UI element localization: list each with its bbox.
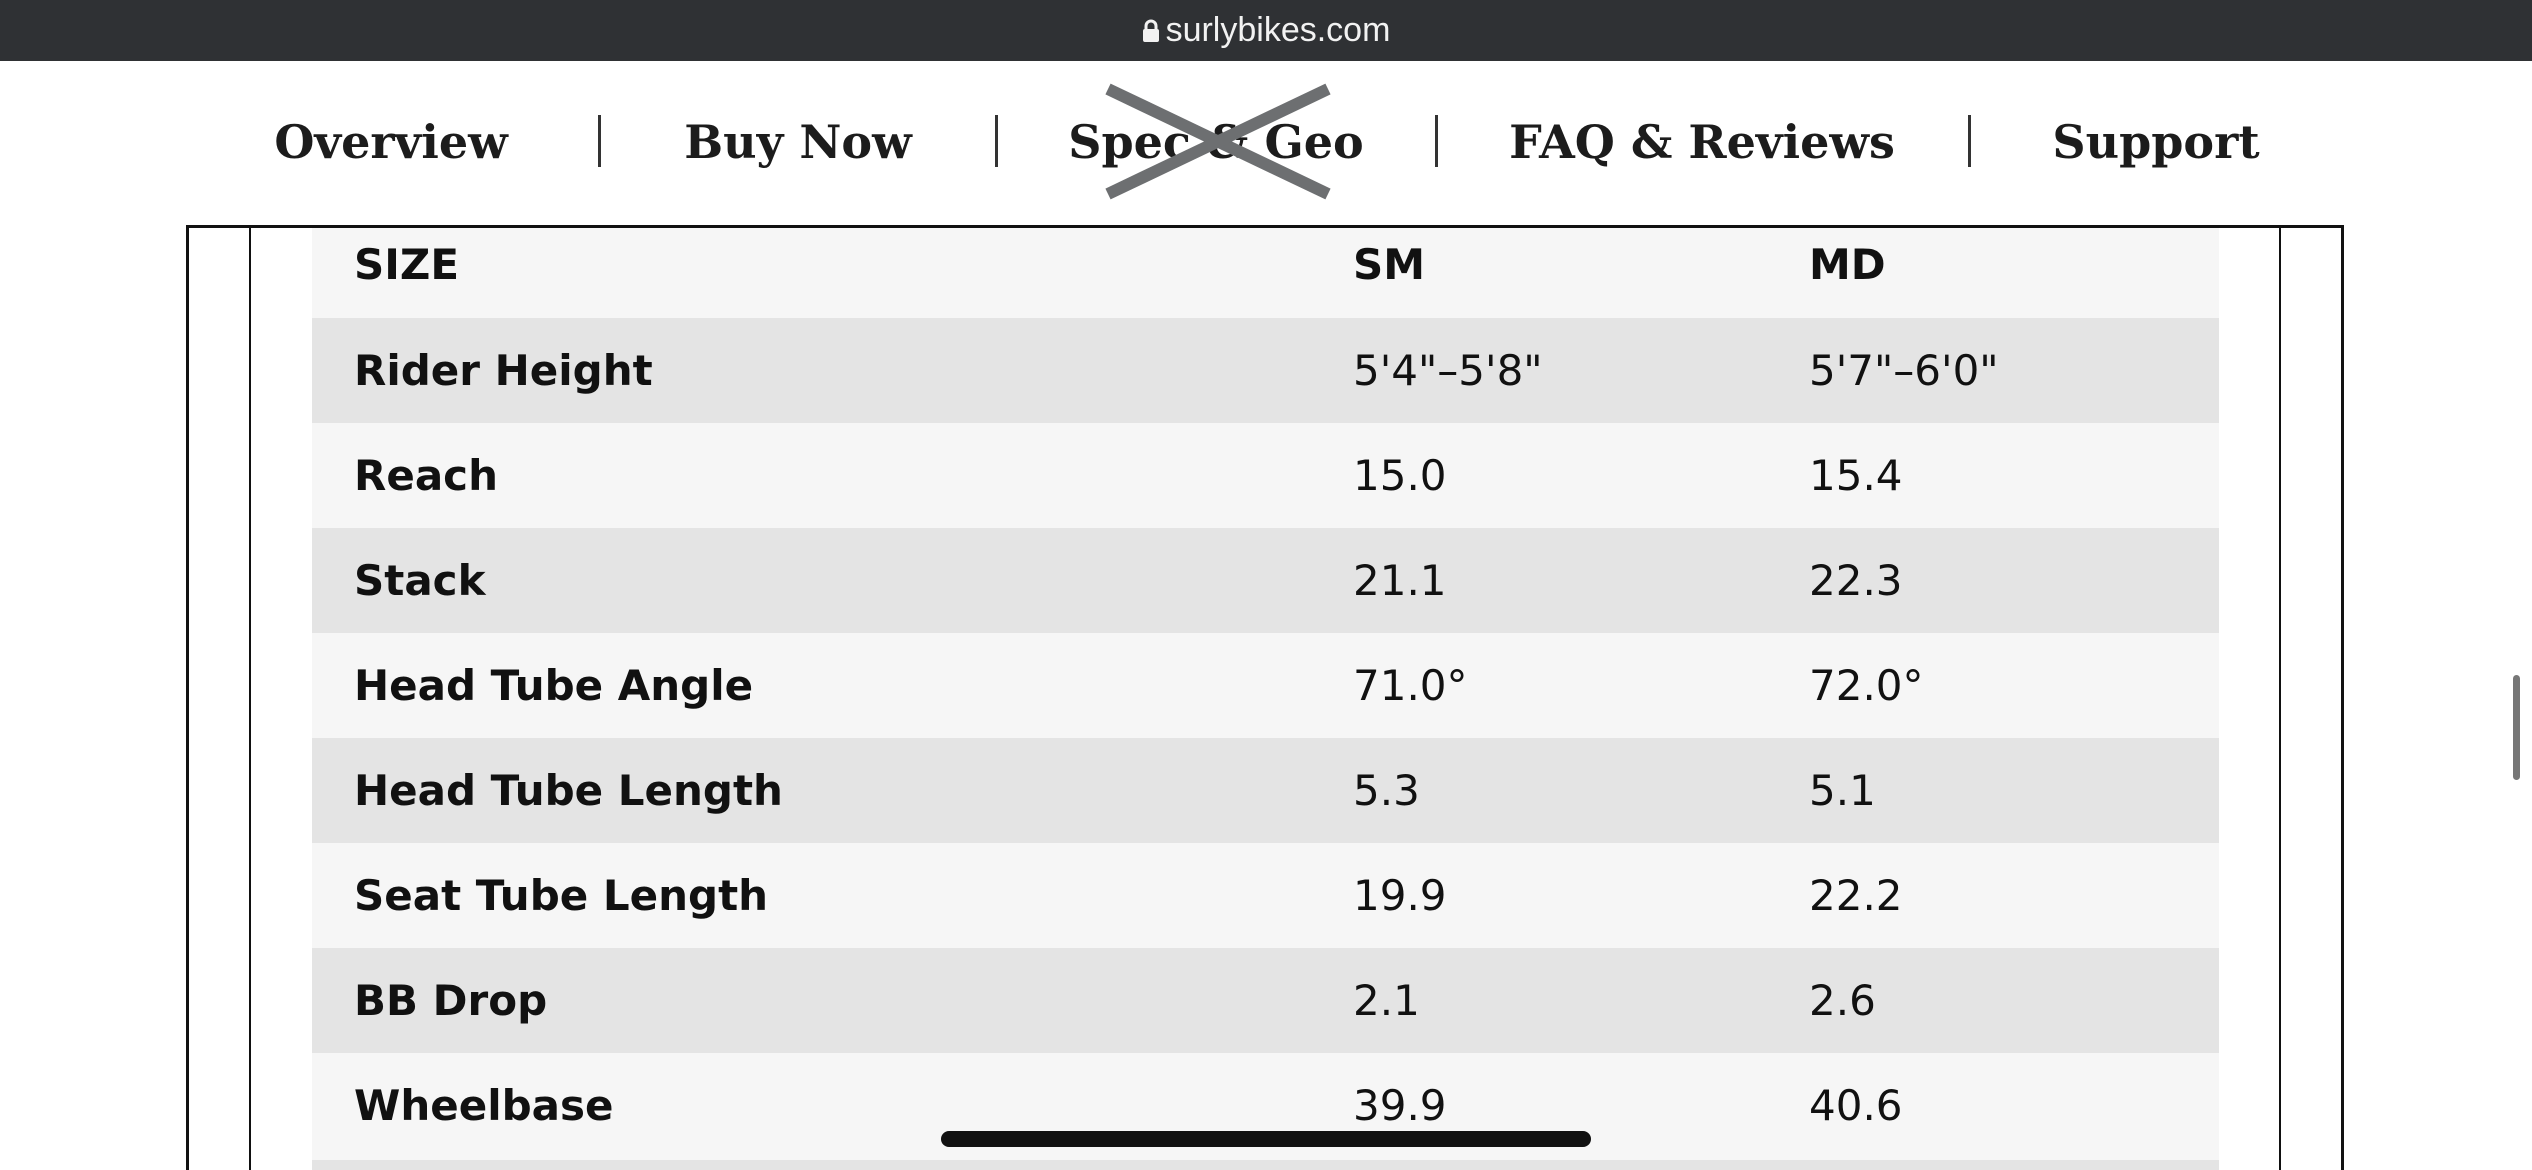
table-row bbox=[312, 948, 2219, 1053]
table-row bbox=[312, 528, 2219, 633]
browser-bar bbox=[0, 0, 2532, 61]
nav-link[interactable]: Overview bbox=[274, 115, 508, 169]
row-value: 5.3 bbox=[1353, 766, 1420, 815]
url-text: surlybikes.com bbox=[1165, 11, 1391, 49]
row-value: 40.6 bbox=[1809, 1081, 1903, 1130]
table-row bbox=[312, 423, 2219, 528]
lock-icon bbox=[1142, 19, 1159, 42]
row-label: Seat Tube Length bbox=[354, 871, 769, 920]
table-row bbox=[312, 633, 2219, 738]
frame-left bbox=[186, 225, 189, 1170]
row-value: 21.1 bbox=[1353, 556, 1447, 605]
table-row bbox=[312, 738, 2219, 843]
row-label: Head Tube Angle bbox=[354, 661, 754, 710]
row-label: Rider Height bbox=[354, 346, 653, 395]
nav-link[interactable]: Spec & Geo bbox=[1068, 115, 1364, 169]
frame-inner-left bbox=[249, 225, 251, 1170]
nav-link[interactable]: Support bbox=[2052, 115, 2260, 169]
row-value: 15.4 bbox=[1809, 451, 1903, 500]
header-cell: SM bbox=[1353, 240, 1426, 289]
header-cell: SIZE bbox=[354, 240, 460, 289]
frame-top bbox=[186, 225, 2344, 228]
row-value: 2.6 bbox=[1809, 976, 1876, 1025]
row-value: 5'4"–5'8" bbox=[1353, 346, 1543, 395]
nav-link[interactable]: FAQ & Reviews bbox=[1509, 115, 1895, 169]
row-value: 22.2 bbox=[1809, 871, 1903, 920]
table-row bbox=[312, 843, 2219, 948]
frame-right bbox=[2341, 225, 2344, 1170]
row-value: 5.1 bbox=[1809, 766, 1876, 815]
row-value: 5'7"–6'0" bbox=[1809, 346, 1999, 395]
row-value: 71.0° bbox=[1353, 661, 1468, 710]
nav-separator bbox=[1968, 115, 1971, 167]
row-value: 39.9 bbox=[1353, 1081, 1447, 1130]
row-label: BB Drop bbox=[354, 976, 548, 1025]
header-cell: MD bbox=[1809, 240, 1886, 289]
row-label: Stack bbox=[354, 556, 486, 605]
frame-inner-right bbox=[2279, 225, 2281, 1170]
row-value: 22.3 bbox=[1809, 556, 1903, 605]
table-row bbox=[312, 318, 2219, 423]
next-row bbox=[312, 1160, 2219, 1170]
nav-separator bbox=[598, 115, 601, 167]
nav-separator bbox=[1435, 115, 1438, 167]
row-label: Wheelbase bbox=[354, 1081, 614, 1130]
row-label: Reach bbox=[354, 451, 498, 500]
row-value: 2.1 bbox=[1353, 976, 1420, 1025]
url-bar[interactable]: surlybikes.com bbox=[0, 0, 2532, 61]
row-value: 15.0 bbox=[1353, 451, 1447, 500]
nav-link[interactable]: Buy Now bbox=[684, 115, 912, 169]
nav-separator bbox=[995, 115, 998, 167]
row-value: 72.0° bbox=[1809, 661, 1924, 710]
row-label: Head Tube Length bbox=[354, 766, 783, 815]
row-value: 19.9 bbox=[1353, 871, 1447, 920]
